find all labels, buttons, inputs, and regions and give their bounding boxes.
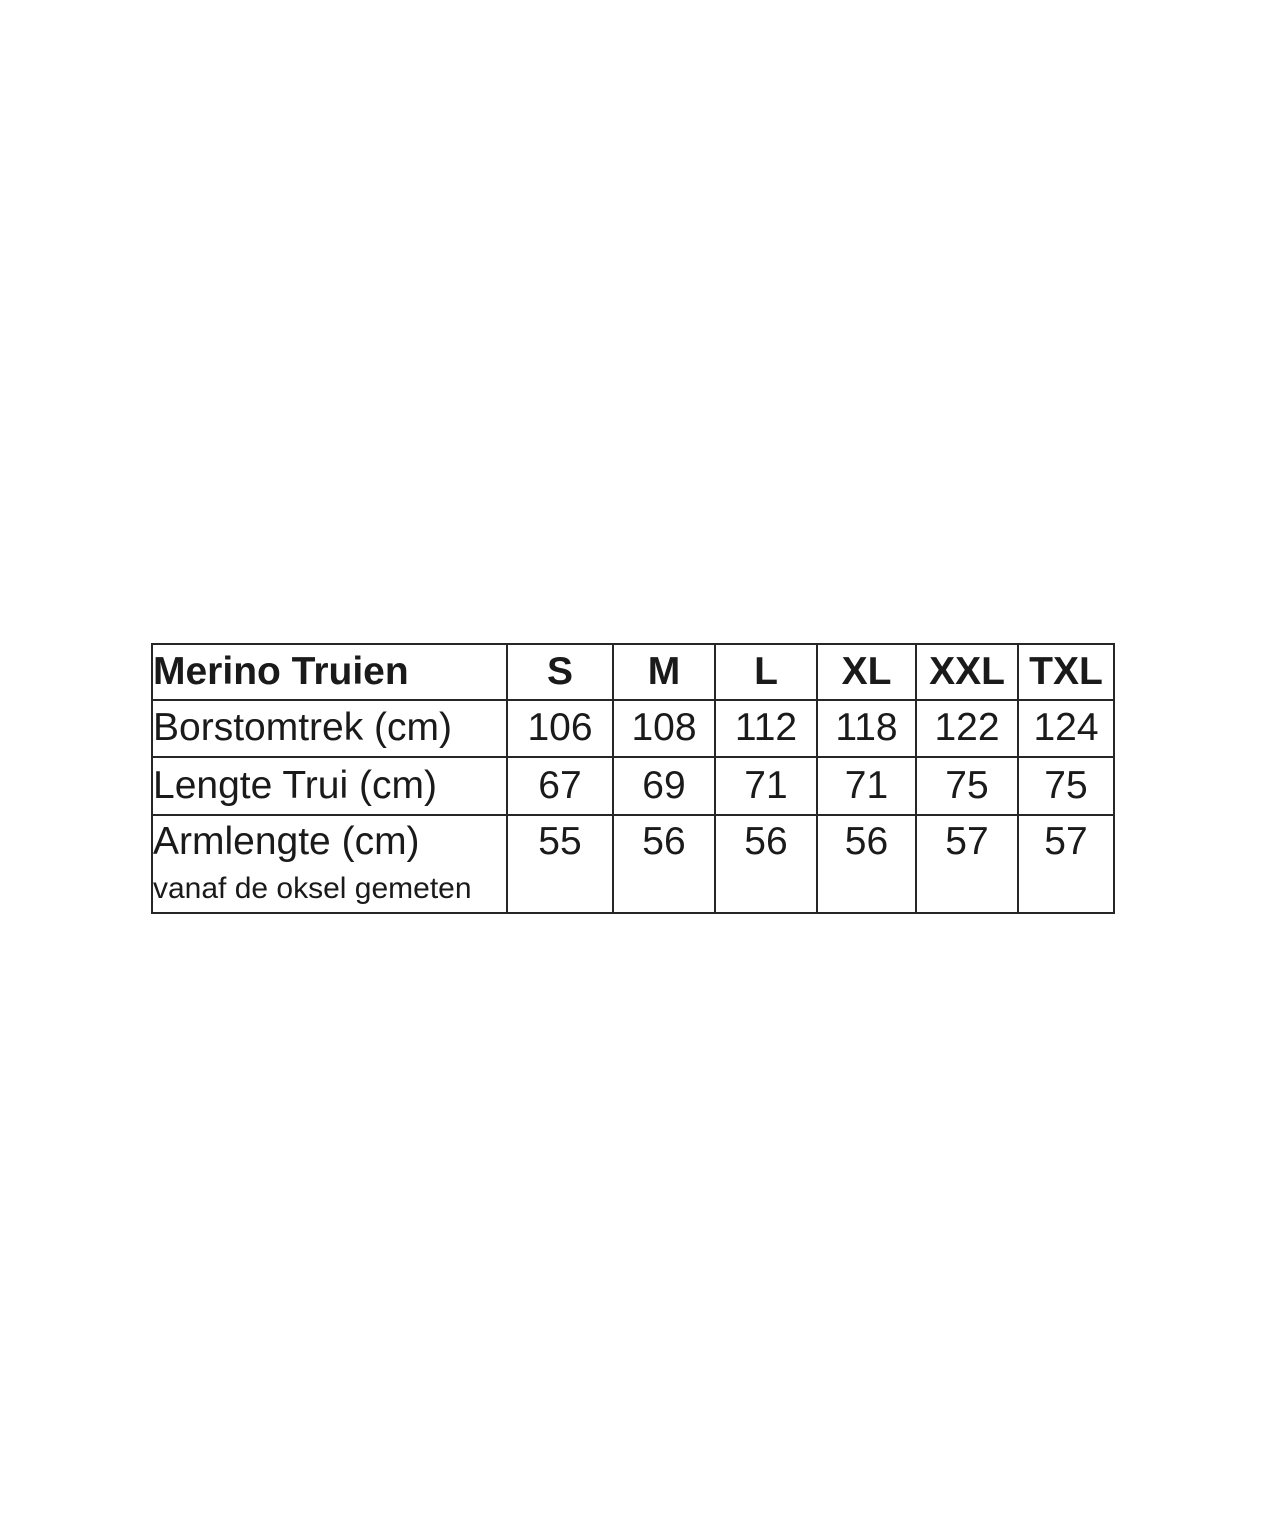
- measurement-cell: 112: [714, 699, 818, 758]
- table-row-armlengte: Armlengte (cm) vanaf de oksel gemeten 55…: [151, 814, 1115, 914]
- measurement-cell: 69: [612, 756, 716, 816]
- row-sublabel-armlengte: vanaf de oksel gemeten: [153, 871, 472, 905]
- measurement-cell: 67: [506, 756, 614, 816]
- table-row-lengte-trui: Lengte Trui (cm) 67 69 71 71 75 75: [151, 756, 1115, 816]
- size-col-header-l: L: [714, 643, 818, 701]
- measurement-cell: 71: [816, 756, 917, 816]
- measurement-cell: 56: [612, 814, 716, 914]
- row-label-lengte-trui: Lengte Trui (cm): [151, 756, 508, 816]
- measurement-cell: 57: [1017, 814, 1115, 914]
- measurement-cell: 75: [915, 756, 1019, 816]
- size-col-header-m: M: [612, 643, 716, 701]
- measurement-cell: 122: [915, 699, 1019, 758]
- measurement-cell: 71: [714, 756, 818, 816]
- measurement-cell: 56: [714, 814, 818, 914]
- measurement-cell: 55: [506, 814, 614, 914]
- size-col-header-xl: XL: [816, 643, 917, 701]
- size-col-header-txl: TXL: [1017, 643, 1115, 701]
- table-title-header: Merino Truien: [151, 643, 508, 701]
- measurement-cell: 124: [1017, 699, 1115, 758]
- row-label-cell-armlengte: Armlengte (cm) vanaf de oksel gemeten: [151, 814, 508, 914]
- measurement-cell: 57: [915, 814, 1019, 914]
- measurement-cell: 56: [816, 814, 917, 914]
- row-label-borstomtrek: Borstomtrek (cm): [151, 699, 508, 758]
- measurement-cell: 75: [1017, 756, 1115, 816]
- size-col-header-s: S: [506, 643, 614, 701]
- size-col-header-xxl: XXL: [915, 643, 1019, 701]
- header-row: Merino Truien S M L XL XXL TXL: [151, 643, 1115, 701]
- size-chart-table: Merino Truien S M L XL XXL TXL Borstomtr…: [151, 643, 1115, 914]
- measurement-cell: 108: [612, 699, 716, 758]
- row-label-armlengte: Armlengte (cm): [153, 820, 420, 863]
- table-row-borstomtrek: Borstomtrek (cm) 106 108 112 118 122 124: [151, 699, 1115, 758]
- measurement-cell: 106: [506, 699, 614, 758]
- measurement-cell: 118: [816, 699, 917, 758]
